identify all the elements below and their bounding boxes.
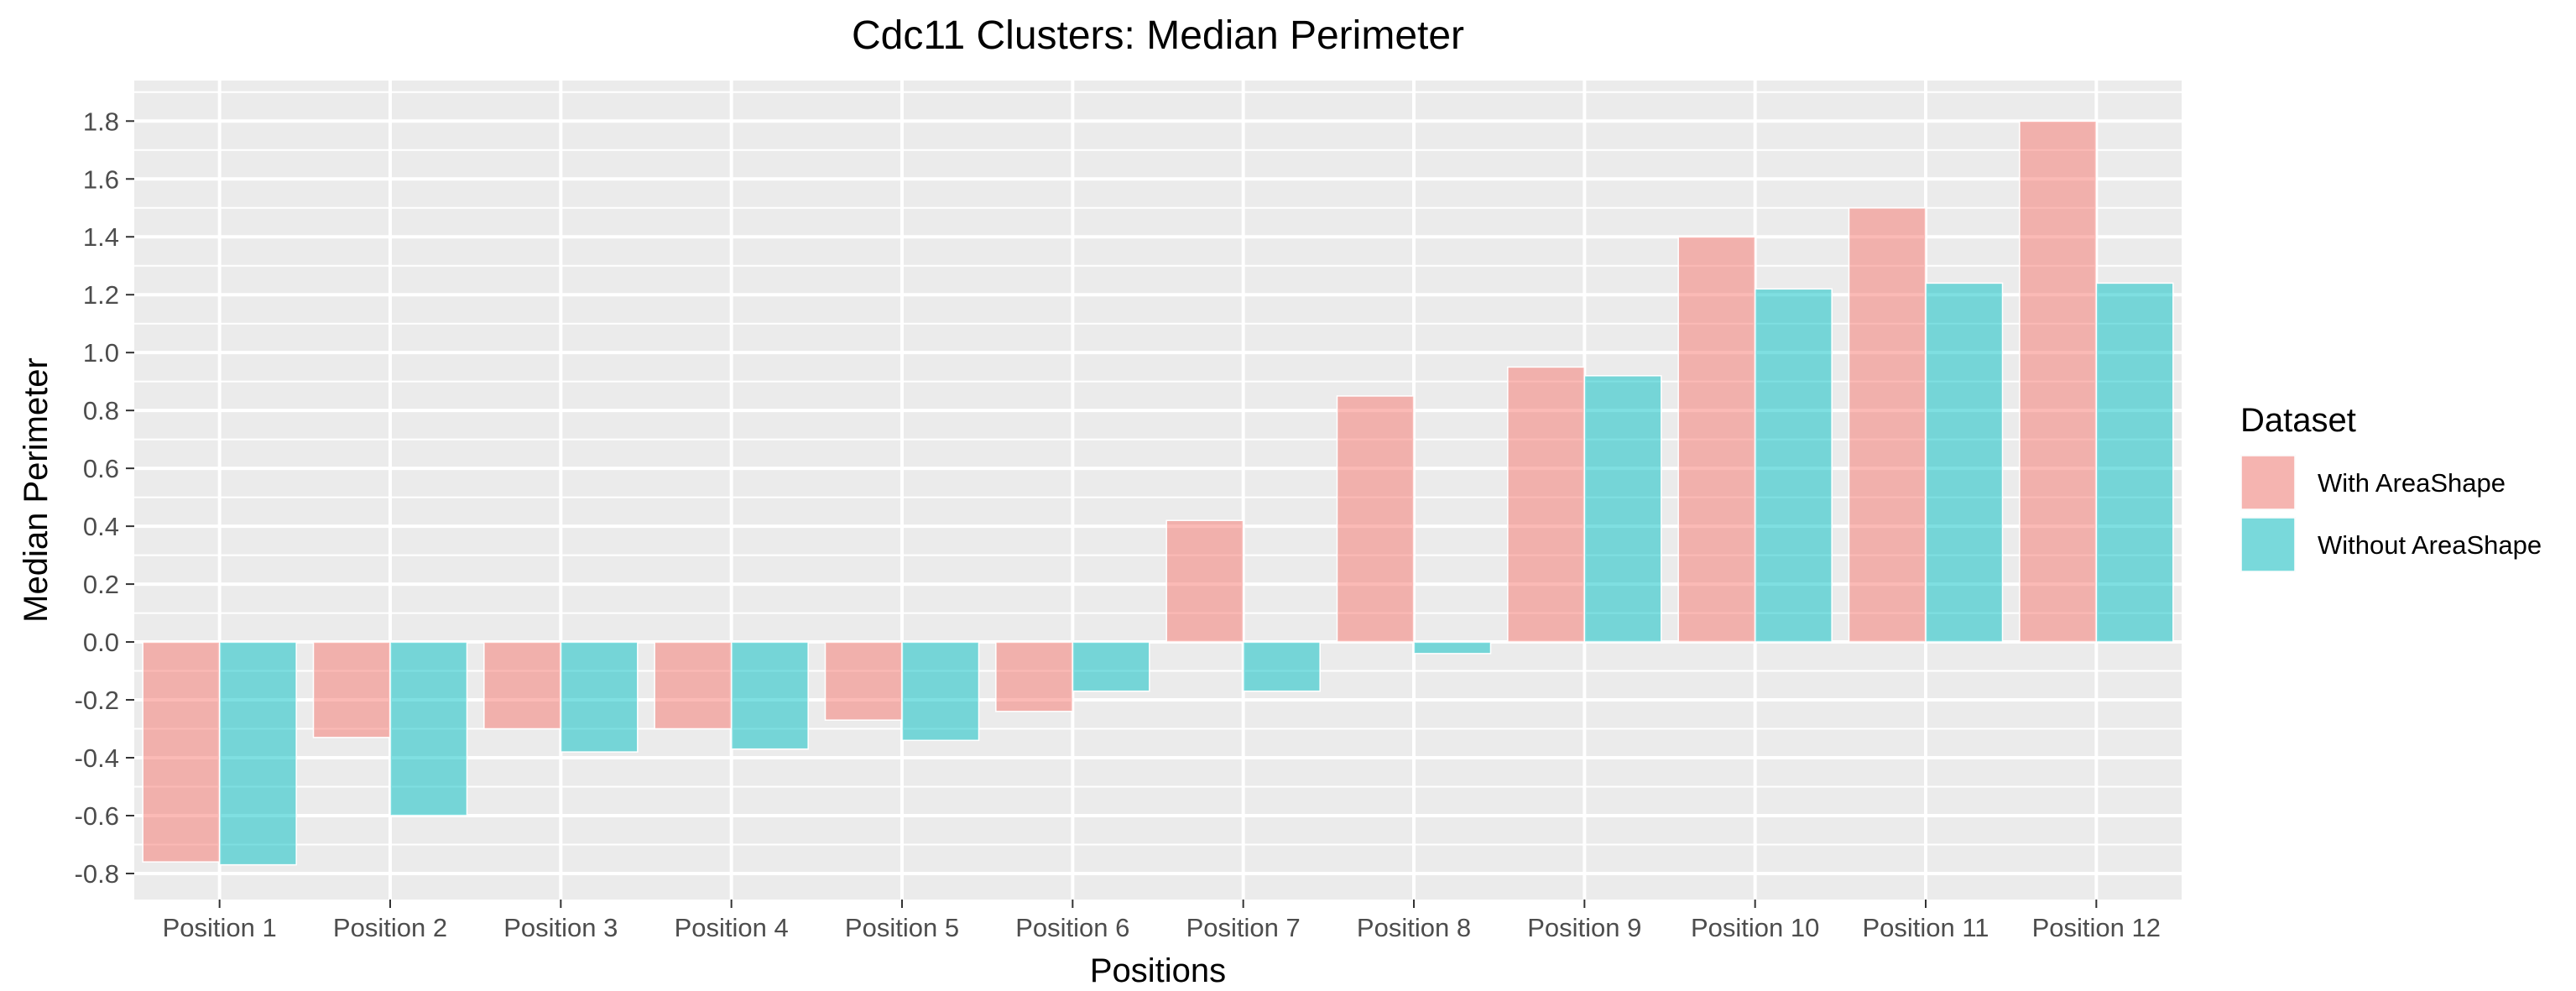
bar-with-areashape bbox=[2019, 120, 2098, 643]
y-tick-label: 0.8 bbox=[83, 396, 119, 425]
bar-with-areashape bbox=[1677, 236, 1756, 643]
bar-without-areashape bbox=[389, 641, 468, 816]
x-tick-label: Position 3 bbox=[503, 913, 618, 942]
bar-with-areashape bbox=[483, 641, 562, 730]
bar-without-areashape bbox=[1072, 641, 1150, 692]
y-tick-label: -0.4 bbox=[75, 743, 119, 773]
bar-with-areashape bbox=[824, 641, 903, 721]
bar-without-areashape bbox=[1242, 641, 1321, 692]
y-tick-label: -0.8 bbox=[75, 859, 119, 889]
bar-without-areashape bbox=[560, 641, 639, 753]
bar-without-areashape bbox=[901, 641, 980, 742]
x-tick-label: Position 10 bbox=[1691, 913, 1819, 942]
legend-swatch bbox=[2240, 517, 2296, 572]
bars bbox=[142, 120, 2174, 866]
y-tick-label: 0.4 bbox=[83, 512, 119, 541]
bar-without-areashape bbox=[1754, 288, 1833, 643]
y-tick-label: 1.2 bbox=[83, 280, 119, 310]
y-tick-label: 0.2 bbox=[83, 570, 119, 599]
x-tick-label: Position 8 bbox=[1357, 913, 1471, 942]
legend-label: With AreaShape bbox=[2318, 468, 2506, 498]
y-tick-label: 1.4 bbox=[83, 222, 119, 252]
bar-with-areashape bbox=[995, 641, 1074, 712]
y-tick-label: 1.6 bbox=[83, 164, 119, 194]
legend: Dataset With AreaShape Without AreaShape bbox=[2240, 402, 2542, 572]
x-tick-label: Position 2 bbox=[333, 913, 447, 942]
x-tick-label: Position 7 bbox=[1186, 913, 1301, 942]
y-axis-title: Median Perimeter bbox=[18, 357, 55, 623]
bar-without-areashape bbox=[1925, 282, 2004, 643]
bar-with-areashape bbox=[1848, 206, 1927, 643]
x-tick-label: Position 1 bbox=[163, 913, 277, 942]
legend-swatch bbox=[2240, 455, 2296, 510]
x-tick-label: Position 4 bbox=[675, 913, 789, 942]
chart-title: Cdc11 Clusters: Median Perimeter bbox=[852, 13, 1464, 58]
plot-panel bbox=[134, 81, 2182, 900]
bar-with-areashape bbox=[1336, 395, 1415, 643]
x-tick-label: Position 12 bbox=[2032, 913, 2161, 942]
y-tick-label: -0.6 bbox=[75, 801, 119, 831]
bar-without-areashape bbox=[1583, 375, 1662, 643]
legend-label: Without AreaShape bbox=[2318, 530, 2542, 560]
bar-without-areashape bbox=[2095, 282, 2174, 643]
legend-title: Dataset bbox=[2240, 402, 2356, 439]
y-tick-label: -0.2 bbox=[75, 686, 119, 715]
bar-with-areashape bbox=[1507, 366, 1586, 643]
bar-with-areashape bbox=[312, 641, 391, 738]
x-axis-title: Positions bbox=[1090, 952, 1226, 989]
y-tick-label: 1.8 bbox=[83, 107, 119, 136]
bar-with-areashape bbox=[654, 641, 733, 730]
x-axis-ticks: Position 1 Position 2 Position 3 Position 4… bbox=[163, 900, 2161, 942]
x-tick-label: Position 5 bbox=[845, 913, 959, 942]
y-tick-label: 0.6 bbox=[83, 454, 119, 483]
x-tick-label: Position 9 bbox=[1527, 913, 1641, 942]
bar-without-areashape bbox=[218, 641, 297, 866]
bar-with-areashape bbox=[142, 641, 221, 863]
y-tick-label: 0.0 bbox=[83, 628, 119, 657]
y-axis-ticks: -0.8 -0.6 -0.4 -0.2 0.0 0.2 0.4 0.6 0.8 1.0 1.2 1.4… bbox=[75, 107, 134, 889]
x-tick-label: Position 11 bbox=[1862, 913, 1989, 942]
bar-without-areashape bbox=[1413, 641, 1492, 655]
bar-without-areashape bbox=[730, 641, 809, 750]
y-tick-label: 1.0 bbox=[83, 338, 119, 368]
bar-with-areashape bbox=[1165, 519, 1244, 643]
x-tick-label: Position 6 bbox=[1015, 913, 1129, 942]
grid-lines bbox=[134, 81, 2182, 900]
